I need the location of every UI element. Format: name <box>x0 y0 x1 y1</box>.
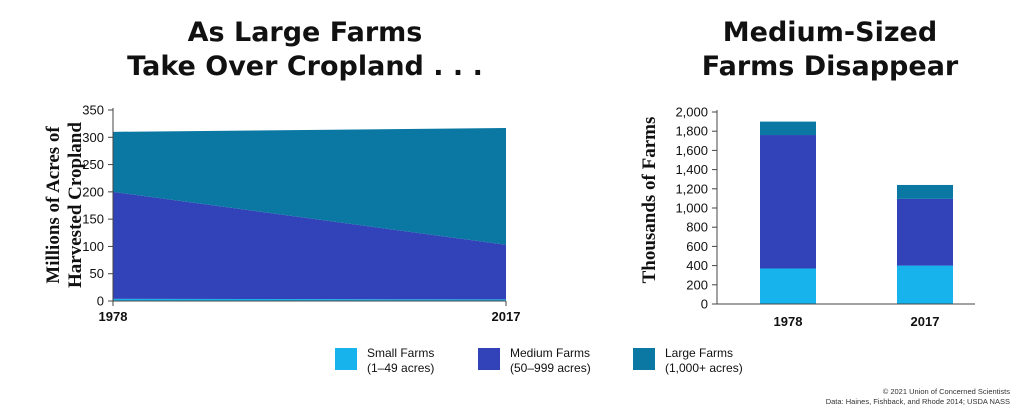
legend-item-medium-farms: Medium Farms (50–999 acres) <box>478 346 591 376</box>
left-y-tick-label: 100 <box>82 239 104 254</box>
copyright-text: © 2021 Union of Concerned Scientists <box>882 387 1010 396</box>
legend-label-small-farms: Small Farms <box>367 346 435 360</box>
legend-label-medium-farms: Medium Farms <box>510 346 591 360</box>
left-y-tick-label: 0 <box>97 294 104 309</box>
left-y-tick-label: 250 <box>82 157 104 172</box>
right-y-tick-label: 1,400 <box>675 162 708 177</box>
right-y-tick-label: 1,800 <box>675 124 708 139</box>
left-y-tick-label: 300 <box>82 130 104 145</box>
right-chart-title: Medium-Sized Farms Disappear <box>680 16 980 84</box>
right-y-tick-label: 0 <box>701 297 708 312</box>
right-y-tick-label: 1,200 <box>675 181 708 196</box>
right-y-tick-label: 2,000 <box>675 105 708 120</box>
legend-swatch-medium-farms <box>478 348 500 370</box>
bar-large-farms-2017 <box>897 184 953 199</box>
left-x-tick-label: 1978 <box>99 309 128 324</box>
right-y-tick-label: 1,600 <box>675 143 708 158</box>
right-y-tick-label: 800 <box>686 220 708 235</box>
credits: © 2021 Union of Concerned Scientists Dat… <box>826 387 1010 407</box>
legend-swatch-small-farms <box>335 348 357 370</box>
right-title-line2: Farms Disappear <box>701 51 959 82</box>
left-title-line1: As Large Farms <box>187 17 423 48</box>
legend-item-small-farms: Small Farms (1–49 acres) <box>335 346 434 376</box>
right-y-tick-label: 200 <box>686 277 708 292</box>
left-y-tick-label: 50 <box>90 266 104 281</box>
bar-small-farms-1978 <box>760 268 816 304</box>
charts-svg: 0 50 100 150 200 250 300 350 1978 2017 1978 2017 0 20… <box>82 103 975 329</box>
area-large-farms <box>113 128 506 245</box>
legend-range-small-farms: (1–49 acres) <box>367 361 435 375</box>
bar-medium-farms-1978 <box>760 135 816 269</box>
bar-large-farms-1978 <box>760 121 816 136</box>
left-y-tick-label: 150 <box>82 212 104 227</box>
left-y-tick-label: 350 <box>82 103 104 118</box>
right-y-tick-label: 1,000 <box>675 201 708 216</box>
legend-range-large-farms: (1,000+ acres) <box>665 361 743 375</box>
right-y-tick-label: 600 <box>686 239 708 254</box>
legend-item-large-farms: Large Farms (1,000+ acres) <box>633 346 743 376</box>
right-x-tick-label: 2017 <box>911 314 940 329</box>
left-chart-title: As Large Farms Take Over Cropland . . . <box>100 16 510 84</box>
left-y-tick-label: 200 <box>82 184 104 199</box>
legend-range-medium-farms: (50–999 acres) <box>510 361 591 375</box>
data-source-text: Data: Haines, Fishback, and Rhode 2014; … <box>825 397 1010 406</box>
right-x-tick-label: 1978 <box>774 314 803 329</box>
legend-label-large-farms: Large Farms <box>665 346 734 360</box>
legend: Small Farms (1–49 acres) Medium Farms (5… <box>335 346 795 382</box>
bar-medium-farms-2017 <box>897 198 953 266</box>
bar-small-farms-2017 <box>897 265 953 304</box>
area-small-farms <box>113 298 506 301</box>
left-x-tick-label: 2017 <box>492 309 521 324</box>
left-title-line2: Take Over Cropland . . . <box>127 51 483 82</box>
right-y-tick-label: 400 <box>686 258 708 273</box>
area-medium-farms <box>113 191 506 300</box>
right-title-line1: Medium-Sized <box>722 17 938 48</box>
legend-swatch-large-farms <box>633 348 655 370</box>
